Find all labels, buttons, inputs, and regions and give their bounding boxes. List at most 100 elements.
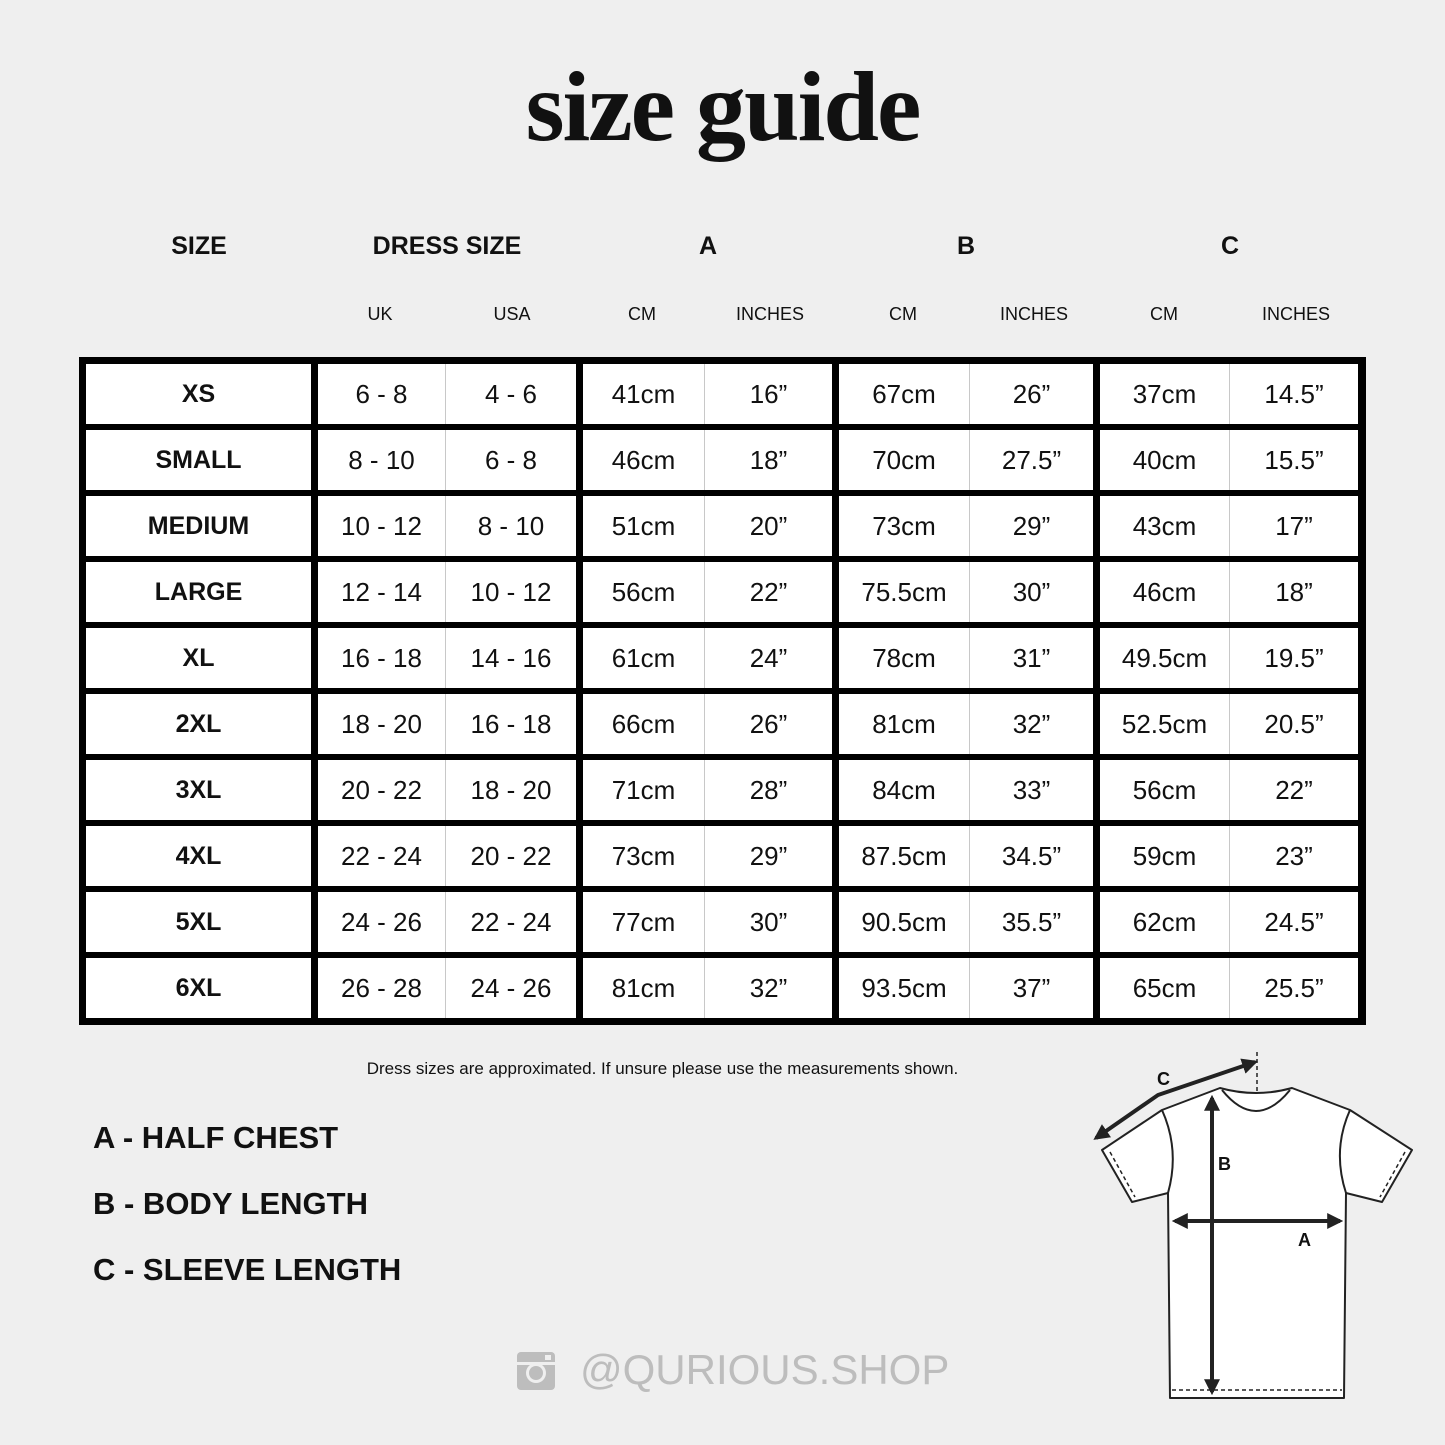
subheader-usa: USA bbox=[493, 304, 531, 324]
cell-divider bbox=[311, 496, 318, 556]
cell-divider bbox=[1229, 694, 1230, 754]
cell-divider bbox=[445, 958, 446, 1018]
cell-b-inches: 37” bbox=[970, 958, 1093, 1018]
cell-divider bbox=[832, 826, 839, 886]
cell-divider bbox=[311, 760, 318, 820]
cell-divider bbox=[969, 364, 970, 424]
cell-size: SMALL bbox=[86, 430, 311, 490]
cell-divider bbox=[79, 430, 86, 490]
cell-divider bbox=[311, 892, 318, 952]
cell-divider bbox=[704, 958, 705, 1018]
legend-a: A - HALF CHEST bbox=[93, 1120, 339, 1155]
cell-divider bbox=[79, 892, 86, 952]
subheader-c-cm: CM bbox=[1150, 304, 1178, 324]
header-a: A bbox=[698, 232, 718, 260]
cell-a-inches: 20” bbox=[705, 496, 832, 556]
cell-b-cm: 70cm bbox=[839, 430, 969, 490]
subheader-b-cm: CM bbox=[889, 304, 917, 324]
cell-a-cm: 81cm bbox=[583, 958, 704, 1018]
cell-divider bbox=[445, 430, 446, 490]
cell-a-cm: 46cm bbox=[583, 430, 704, 490]
table-row: 6XL 26 - 28 24 - 26 81cm 32” 93.5cm 37” 65cm 25.… bbox=[79, 958, 1366, 1018]
cell-divider bbox=[969, 496, 970, 556]
cell-a-cm: 56cm bbox=[583, 562, 704, 622]
cell-divider bbox=[832, 958, 839, 1018]
cell-a-cm: 41cm bbox=[583, 364, 704, 424]
cell-uk: 12 - 14 bbox=[318, 562, 445, 622]
cell-divider bbox=[969, 694, 970, 754]
cell-a-cm: 77cm bbox=[583, 892, 704, 952]
subheader-c-inches: INCHES bbox=[1261, 304, 1331, 324]
cell-c-inches: 15.5” bbox=[1230, 430, 1358, 490]
cell-c-inches: 17” bbox=[1230, 496, 1358, 556]
cell-a-inches: 29” bbox=[705, 826, 832, 886]
cell-divider bbox=[576, 892, 583, 952]
cell-divider bbox=[576, 562, 583, 622]
cell-divider bbox=[969, 958, 970, 1018]
cell-c-inches: 20.5” bbox=[1230, 694, 1358, 754]
cell-divider bbox=[832, 364, 839, 424]
cell-divider bbox=[576, 958, 583, 1018]
cell-divider bbox=[311, 628, 318, 688]
cell-a-cm: 61cm bbox=[583, 628, 704, 688]
cell-usa: 6 - 8 bbox=[446, 430, 576, 490]
table-row: 5XL 24 - 26 22 - 24 77cm 30” 90.5cm 35.5” 62cm 2… bbox=[79, 892, 1366, 952]
cell-c-cm: 59cm bbox=[1100, 826, 1229, 886]
cell-b-inches: 31” bbox=[970, 628, 1093, 688]
diagram-label-b: B bbox=[1218, 1154, 1231, 1174]
diagram-label-a: A bbox=[1298, 1230, 1311, 1250]
cell-a-cm: 66cm bbox=[583, 694, 704, 754]
cell-c-cm: 52.5cm bbox=[1100, 694, 1229, 754]
cell-b-cm: 67cm bbox=[839, 364, 969, 424]
cell-divider bbox=[79, 496, 86, 556]
header-size: SIZE bbox=[171, 232, 227, 260]
cell-usa: 8 - 10 bbox=[446, 496, 576, 556]
cell-divider bbox=[969, 562, 970, 622]
header-dress-size: DRESS SIZE bbox=[372, 232, 522, 260]
cell-c-cm: 56cm bbox=[1100, 760, 1229, 820]
instagram-icon bbox=[517, 1352, 555, 1390]
cell-b-cm: 93.5cm bbox=[839, 958, 969, 1018]
cell-c-inches: 18” bbox=[1230, 562, 1358, 622]
cell-divider bbox=[79, 760, 86, 820]
cell-divider bbox=[1093, 760, 1100, 820]
cell-size: 3XL bbox=[86, 760, 311, 820]
cell-divider bbox=[576, 364, 583, 424]
cell-c-cm: 37cm bbox=[1100, 364, 1229, 424]
cell-divider bbox=[1093, 496, 1100, 556]
cell-a-cm: 51cm bbox=[583, 496, 704, 556]
cell-size: XL bbox=[86, 628, 311, 688]
cell-a-inches: 30” bbox=[705, 892, 832, 952]
footnote: Dress sizes are approximated. If unsure … bbox=[366, 1059, 959, 1078]
cell-usa: 24 - 26 bbox=[446, 958, 576, 1018]
cell-divider bbox=[704, 496, 705, 556]
cell-b-cm: 73cm bbox=[839, 496, 969, 556]
cell-b-cm: 90.5cm bbox=[839, 892, 969, 952]
cell-c-inches: 22” bbox=[1230, 760, 1358, 820]
cell-b-inches: 27.5” bbox=[970, 430, 1093, 490]
cell-divider bbox=[576, 694, 583, 754]
cell-a-inches: 32” bbox=[705, 958, 832, 1018]
cell-divider bbox=[79, 958, 86, 1018]
cell-b-inches: 30” bbox=[970, 562, 1093, 622]
cell-divider bbox=[969, 892, 970, 952]
cell-uk: 20 - 22 bbox=[318, 760, 445, 820]
cell-divider bbox=[832, 430, 839, 490]
cell-divider bbox=[445, 760, 446, 820]
cell-divider bbox=[311, 430, 318, 490]
arrow-c bbox=[1093, 1058, 1259, 1140]
legend-c: C - SLEEVE LENGTH bbox=[93, 1252, 402, 1287]
cell-divider bbox=[1093, 364, 1100, 424]
cell-divider bbox=[576, 496, 583, 556]
cell-divider bbox=[576, 760, 583, 820]
tshirt-outline bbox=[1101, 1087, 1413, 1399]
cell-divider bbox=[832, 496, 839, 556]
cell-uk: 10 - 12 bbox=[318, 496, 445, 556]
cell-a-inches: 24” bbox=[705, 628, 832, 688]
table-row: 4XL 22 - 24 20 - 22 73cm 29” 87.5cm 34.5” 59cm 2… bbox=[79, 826, 1366, 886]
cell-usa: 10 - 12 bbox=[446, 562, 576, 622]
cell-b-inches: 35.5” bbox=[970, 892, 1093, 952]
subheader-uk: UK bbox=[367, 304, 393, 324]
cell-b-inches: 29” bbox=[970, 496, 1093, 556]
